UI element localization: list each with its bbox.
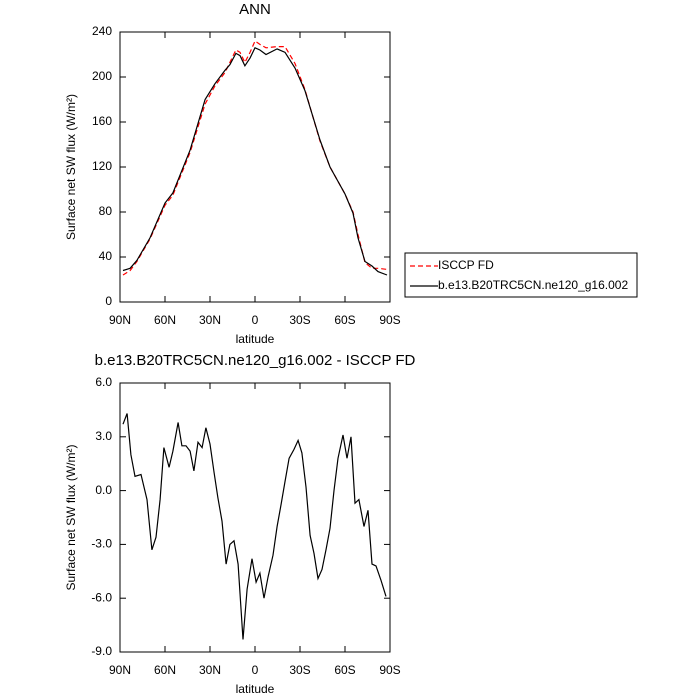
y-tick-label: 0.0 — [95, 483, 112, 497]
y-tick-label: -6.0 — [91, 590, 112, 604]
y-tick-label: 6.0 — [95, 375, 112, 389]
x-tick-label: 60N — [154, 313, 176, 327]
plot-frame — [119, 382, 391, 653]
x-tick-label: 30S — [289, 313, 310, 327]
y-tick-label: -3.0 — [91, 537, 112, 551]
x-tick-label: 30N — [199, 313, 221, 327]
x-tick-label: 90S — [379, 663, 400, 677]
plot-frame — [119, 31, 391, 303]
y-tick-label: 200 — [92, 69, 112, 83]
y-tick-label: 120 — [92, 159, 112, 173]
y-tick-label: 80 — [99, 204, 113, 218]
x-axis-label: latitude — [236, 332, 275, 346]
y-tick-label: 3.0 — [95, 429, 112, 443]
y-axis-label: Surface net SW flux (W/m²) — [64, 94, 78, 240]
x-tick-label: 60S — [334, 313, 355, 327]
chart-title: b.e13.B20TRC5CN.ne120_g16.002 - ISCCP FD — [95, 352, 416, 369]
x-tick-label: 30N — [199, 663, 221, 677]
y-tick-label: -9.0 — [91, 644, 112, 658]
series-line — [122, 47, 388, 276]
x-tick-label: 60S — [334, 663, 355, 677]
y-axis-label: Surface net SW flux (W/m²) — [64, 444, 78, 590]
series-line — [122, 40, 388, 276]
x-tick-label: 0 — [252, 313, 259, 327]
x-tick-label: 60N — [154, 663, 176, 677]
x-tick-label: 0 — [252, 663, 259, 677]
y-tick-label: 40 — [99, 249, 113, 263]
y-tick-label: 160 — [92, 114, 112, 128]
x-tick-label: 90S — [379, 313, 400, 327]
x-tick-label: 30S — [289, 663, 310, 677]
y-tick-label: 0 — [105, 294, 112, 308]
x-tick-label: 90N — [109, 313, 131, 327]
x-axis-label: latitude — [236, 682, 275, 696]
chart-title: ANN — [239, 1, 271, 18]
y-tick-label: 240 — [92, 24, 112, 38]
series-line — [122, 413, 387, 640]
legend-label: b.e13.B20TRC5CN.ne120_g16.002 — [438, 278, 628, 292]
legend: ISCCP FD b.e13.B20TRC5CN.ne120_g16.002 — [404, 252, 638, 298]
legend-label: ISCCP FD — [438, 258, 494, 272]
legend-box — [404, 252, 638, 298]
x-tick-label: 90N — [109, 663, 131, 677]
